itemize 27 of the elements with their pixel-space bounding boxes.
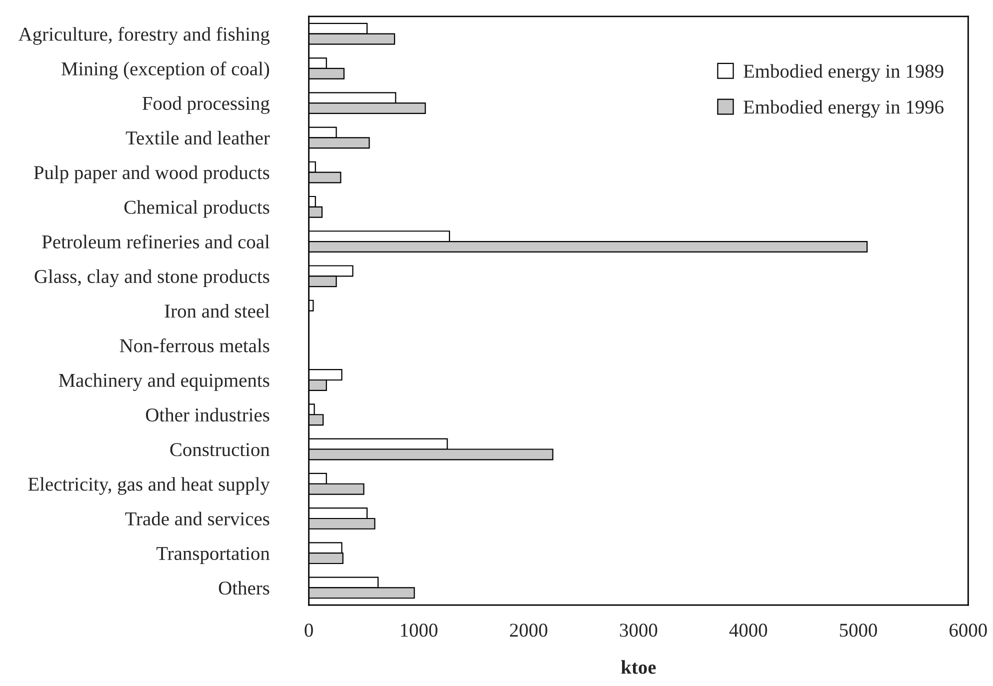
y-tick-label: Chemical products [124, 200, 270, 218]
y-tick-label: Petroleum refineries and coal [42, 234, 270, 248]
y-tick-label: Agriculture, forestry and fishing [18, 26, 270, 45]
x-tick-label: 2000 [510, 624, 548, 637]
y-tick-label: Trade and services [125, 512, 270, 526]
y-tick-label: Construction [170, 443, 270, 456]
legend-label: Embodied energy in 1996 [744, 100, 944, 118]
y-tick-label: Textile and leather [126, 130, 270, 145]
y-tick-label: Other industries [146, 408, 270, 422]
x-tick-label: 4000 [729, 624, 768, 637]
x-tick-label: 0 [304, 624, 313, 637]
y-tick-label: Electricity, gas and heat supply [28, 477, 270, 495]
y-tick-label: Mining (exception of coal) [62, 62, 270, 80]
y-tick-label: Food processing [142, 96, 270, 114]
y-tick-label: Machinery and equipments [58, 373, 270, 391]
y-tick-label: Non-ferrous metals [120, 338, 270, 352]
legend-label: Embodied energy in 1989 [744, 64, 944, 82]
y-tick-label: Others [218, 580, 270, 595]
y-tick-label: Pulp paper and wood products [34, 166, 270, 184]
y-tick-label: Transportation [156, 546, 270, 564]
x-axis-title: ktoe [621, 660, 656, 674]
y-tick-label: Iron and steel [164, 304, 270, 318]
x-tick-label: 5000 [840, 624, 877, 637]
y-tick-label: Glass, clay and stone products [34, 269, 270, 288]
x-tick-label: 6000 [950, 624, 987, 637]
x-tick-label: 1000 [400, 624, 438, 637]
x-tick-label: 3000 [620, 624, 658, 637]
